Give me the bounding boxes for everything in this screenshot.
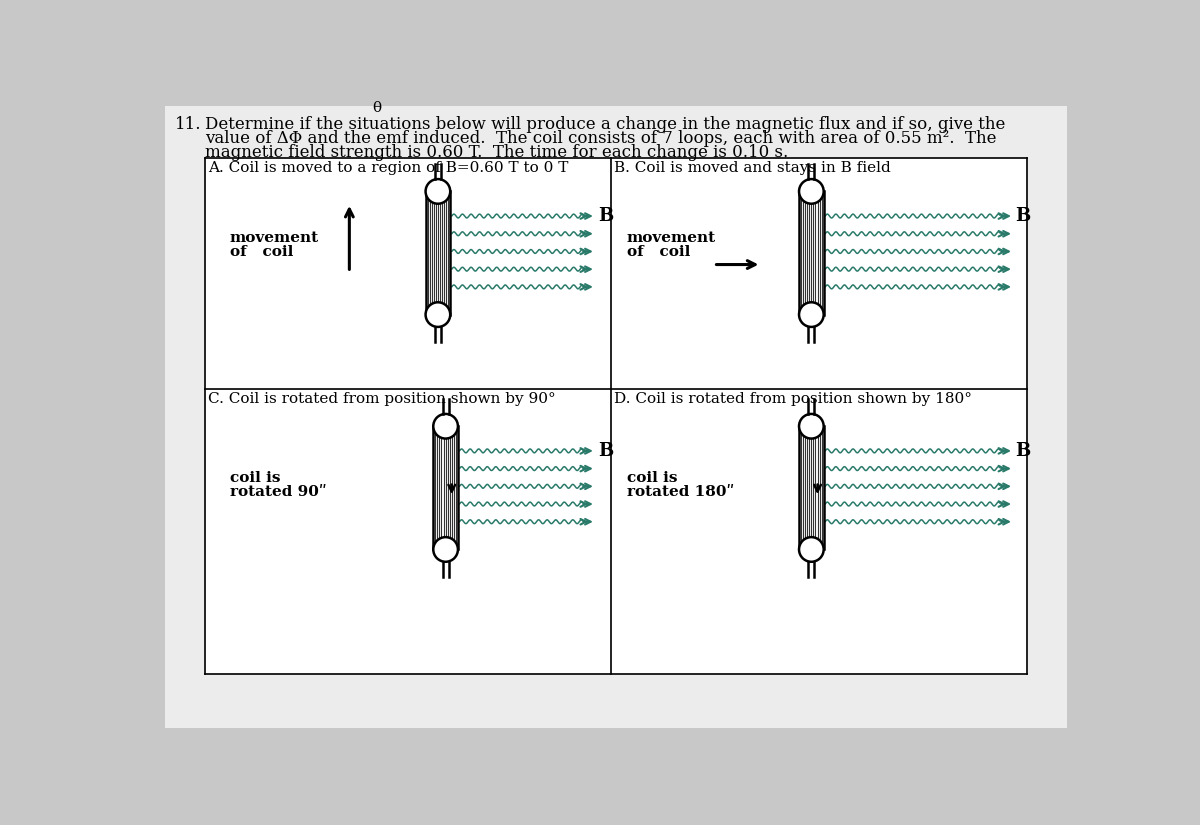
Text: magnetic field strength is 0.60 T.  The time for each change is 0.10 s.: magnetic field strength is 0.60 T. The t…: [205, 144, 788, 161]
Circle shape: [799, 537, 823, 562]
Text: B. Coil is moved and stays in B field: B. Coil is moved and stays in B field: [614, 161, 890, 175]
Text: 11.: 11.: [174, 116, 202, 133]
Bar: [206, 390, 611, 673]
Text: movement: movement: [626, 232, 715, 246]
Circle shape: [426, 302, 450, 327]
Text: coil is: coil is: [230, 471, 281, 485]
Text: D. Coil is rotated from position shown by 180°: D. Coil is rotated from position shown b…: [614, 392, 972, 406]
Circle shape: [426, 179, 450, 204]
Text: Determine if the situations below will produce a change in the magnetic flux and: Determine if the situations below will p…: [205, 116, 1006, 133]
Bar: [206, 159, 611, 389]
Circle shape: [433, 414, 458, 439]
Circle shape: [799, 302, 823, 327]
Text: A. Coil is moved to a region of B=0.60 T to 0 T: A. Coil is moved to a region of B=0.60 T…: [209, 161, 569, 175]
Text: coil is: coil is: [626, 471, 677, 485]
Circle shape: [799, 414, 823, 439]
Bar: [612, 159, 1026, 389]
Circle shape: [799, 179, 823, 204]
Circle shape: [433, 537, 458, 562]
Text: B: B: [598, 207, 613, 225]
Text: B: B: [1015, 442, 1031, 460]
Text: value of ΔΦ and the emf induced.  The coil consists of 7 loops, each with area o: value of ΔΦ and the emf induced. The coi…: [205, 130, 997, 147]
Text: rotated 180ʺ: rotated 180ʺ: [626, 485, 734, 499]
Text: of   coil: of coil: [626, 245, 690, 259]
Bar: [612, 390, 1026, 673]
Text: C. Coil is rotated from position shown by 90°: C. Coil is rotated from position shown b…: [209, 392, 556, 406]
Text: of   coil: of coil: [230, 245, 293, 259]
Text: B: B: [598, 442, 613, 460]
Text: rotated 90ʺ: rotated 90ʺ: [230, 485, 326, 499]
Text: B: B: [1015, 207, 1031, 225]
Text: movement: movement: [230, 232, 319, 246]
Text: θ: θ: [372, 101, 382, 116]
